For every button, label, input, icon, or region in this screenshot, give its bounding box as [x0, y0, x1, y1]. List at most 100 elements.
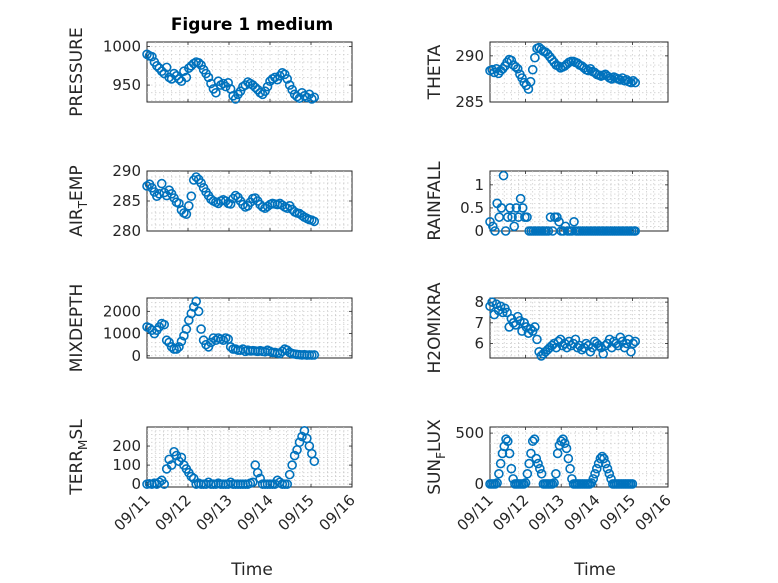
data-point [569, 216, 579, 227]
data-point [282, 203, 293, 213]
data-point [235, 86, 246, 97]
data-point [583, 65, 594, 76]
data-point [527, 64, 538, 75]
data-point [506, 55, 517, 66]
data-point [166, 460, 177, 470]
data-point [181, 209, 192, 219]
data-point [595, 453, 606, 464]
data-point [309, 456, 320, 467]
data-point [304, 89, 315, 100]
data-point [142, 181, 152, 191]
data-point [561, 443, 572, 454]
data-point [602, 463, 613, 474]
axes-background [146, 426, 353, 488]
data-point [504, 448, 515, 459]
x-tick-label: 09/13 [193, 491, 236, 534]
x-tick-label: 09/15 [596, 491, 639, 534]
data-point [250, 82, 261, 93]
data-point [604, 468, 615, 479]
data-point [230, 94, 241, 104]
data-point [196, 324, 206, 334]
y-tick-label: 290 [455, 47, 484, 65]
data-point [510, 62, 521, 72]
figure-title: Figure 1 medium [171, 15, 333, 35]
data-point [590, 468, 600, 479]
data-point [498, 170, 509, 181]
subplot-mixdepth: 0 1000 2000 MIXDEPTH [67, 284, 353, 373]
data-point [230, 190, 241, 201]
data-point [490, 226, 500, 236]
data-point [552, 212, 562, 222]
data-point [524, 458, 534, 469]
data-point [511, 203, 522, 213]
data-point [191, 296, 201, 307]
data-point [152, 191, 162, 201]
data-point [174, 342, 184, 352]
data-point [161, 335, 172, 346]
x-tick-label: 09/16 [632, 491, 675, 534]
y-tick-label: 8 [474, 293, 484, 311]
data-point [502, 307, 512, 318]
y-axis-label: RAINFALL [425, 161, 445, 241]
x-tick-label: 09/11 [454, 491, 497, 534]
data-point [565, 463, 575, 474]
data-point [171, 344, 182, 354]
y-tick-label: 100 [112, 456, 141, 474]
y-tick-label: 6 [474, 335, 484, 353]
y-tick-label: 1000 [103, 38, 141, 56]
data-point [626, 77, 636, 88]
y-axis-label: SUNFLUX [425, 419, 448, 495]
axes-background [146, 41, 353, 103]
data-point [262, 81, 273, 92]
data-point [279, 69, 290, 80]
data-point [191, 172, 201, 182]
data-point [512, 63, 523, 74]
data-point [297, 431, 307, 442]
data-point [551, 468, 561, 479]
data-point [147, 51, 157, 62]
x-tick-label: 09/15 [275, 491, 318, 534]
data-point [517, 203, 528, 213]
data-point [488, 221, 498, 232]
data-point [171, 450, 182, 461]
axes-background [489, 426, 669, 488]
data-point [611, 338, 621, 349]
data-point [549, 478, 559, 488]
data-point [282, 479, 293, 489]
data-point [492, 478, 502, 488]
y-tick-label: 0.5 [460, 199, 484, 217]
subplot-theta: 285 290 THETA [425, 41, 669, 111]
data-point [282, 74, 293, 84]
y-axis-label: THETA [425, 44, 445, 100]
data-point [500, 226, 511, 236]
data-point [630, 77, 641, 88]
data-point [594, 340, 604, 351]
data-point [181, 324, 192, 334]
data-point [600, 458, 611, 469]
data-point [184, 201, 194, 211]
data-point [156, 178, 167, 189]
data-point [159, 319, 170, 330]
y-tick-label: 0 [131, 347, 141, 365]
data-point [495, 458, 506, 469]
data-point [554, 216, 564, 227]
data-point [294, 437, 305, 448]
subplot-h2omixra: 6 7 8 H2OMIXRA [425, 282, 669, 374]
data-point [519, 77, 529, 88]
data-point [509, 221, 520, 232]
data-point [211, 87, 221, 98]
data-point [201, 339, 211, 350]
data-point [553, 61, 564, 71]
subplot-rainfall: 0 0.5 1 RAINFALL [425, 161, 669, 241]
x-tick-label: 09/13 [525, 491, 568, 534]
y-axis-label: MIXDEPTH [67, 284, 87, 373]
data-point [176, 336, 187, 347]
subplot-air-temp: 280 285 290 AIRTEMP [67, 162, 353, 240]
data-point [284, 80, 295, 90]
y-axis-label: AIRTEMP [67, 165, 90, 236]
data-point [223, 77, 233, 88]
data-point [196, 178, 206, 188]
data-point [247, 477, 258, 488]
